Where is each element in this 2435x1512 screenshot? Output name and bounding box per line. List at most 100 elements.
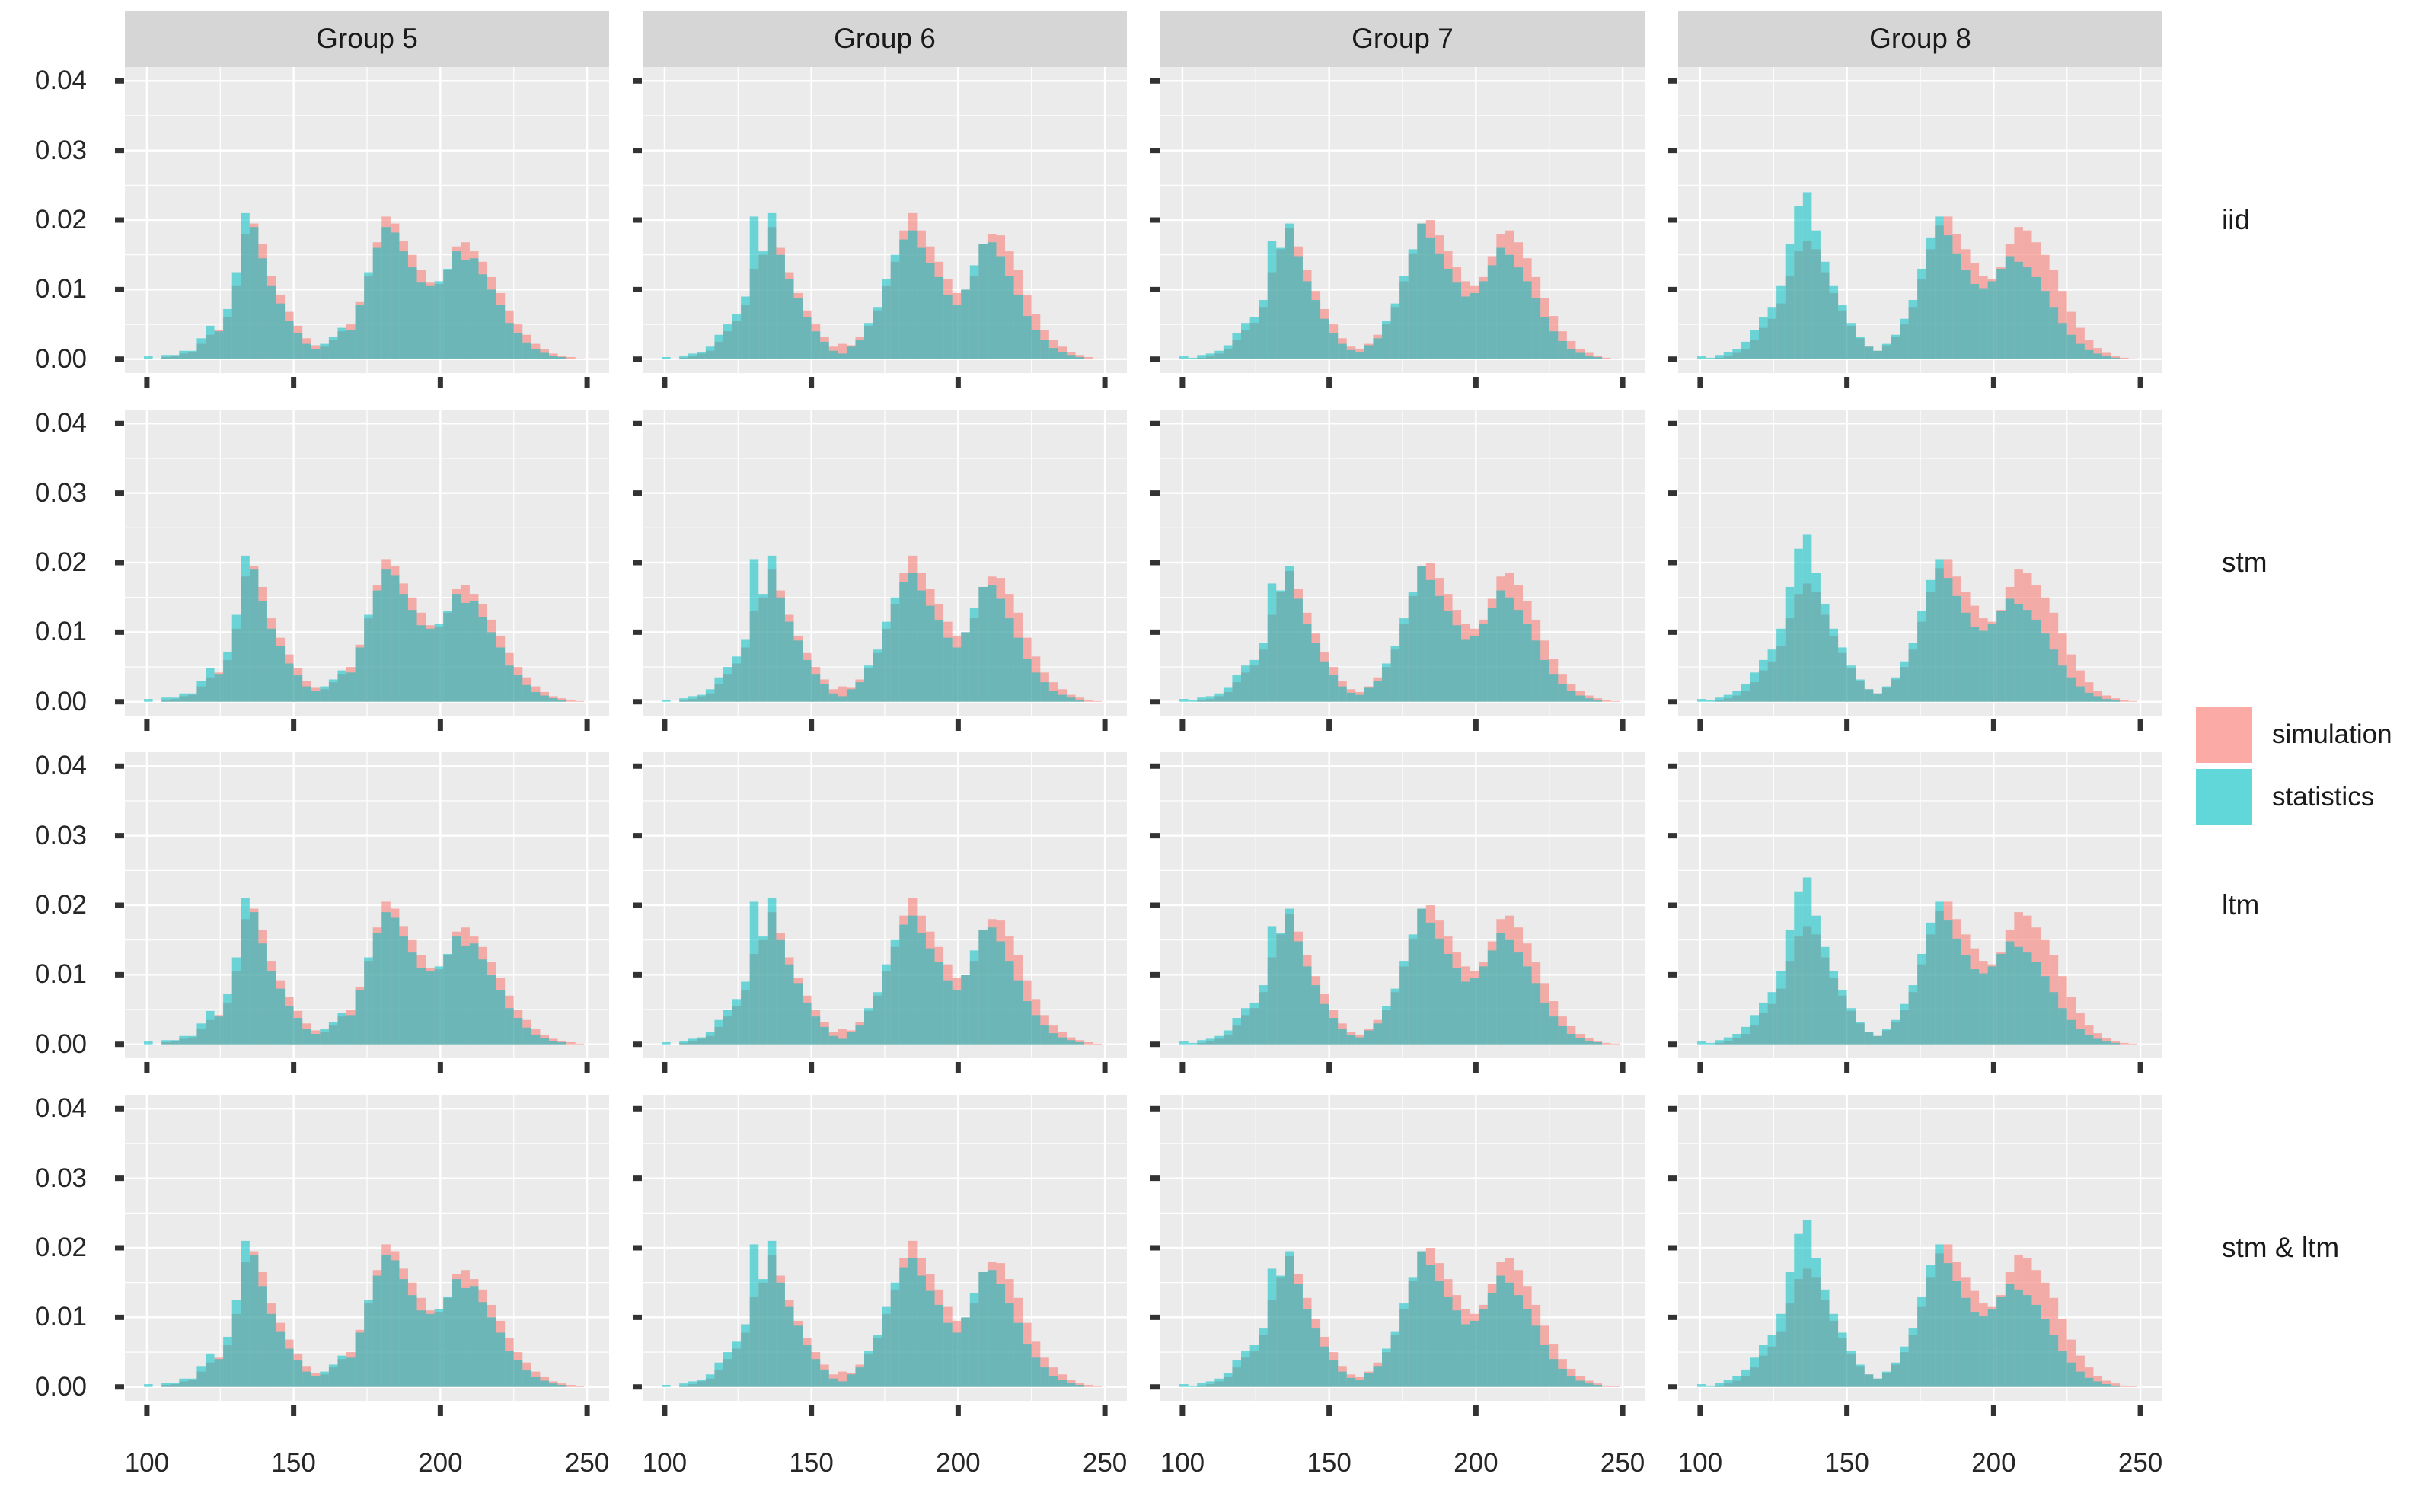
x-axis-label: 100 bbox=[642, 1448, 688, 1478]
statistics-bars bbox=[1697, 1220, 2121, 1387]
x-axis-labels: 100 150 200 250 bbox=[124, 1437, 610, 1483]
statistics-bars bbox=[662, 898, 1085, 1045]
y-axis-label: 0.00 bbox=[34, 686, 87, 716]
y-axis-label: 0.04 bbox=[34, 1093, 87, 1124]
axis-ticks bbox=[115, 78, 590, 388]
legend-key-simulation bbox=[2196, 707, 2252, 763]
panel-stm-group-7 bbox=[1150, 410, 1645, 731]
x-axis-label: 150 bbox=[1824, 1448, 1869, 1478]
facet-row-label: stm bbox=[2222, 547, 2267, 578]
x-axis-label: 200 bbox=[418, 1448, 463, 1478]
facet-column-strip: Group 6 bbox=[643, 11, 1127, 67]
y-axis-labels: 0.00 0.01 0.02 0.03 0.04 bbox=[9, 751, 91, 1095]
axis-ticks bbox=[115, 420, 590, 731]
y-axis-labels: 0.00 0.01 0.02 0.03 0.04 bbox=[9, 408, 91, 752]
statistics-bars bbox=[1697, 877, 2121, 1045]
facet-column-label: Group 5 bbox=[316, 23, 418, 54]
facet-column-strip: Group 7 bbox=[1160, 11, 1645, 67]
y-axis-label: 0.01 bbox=[34, 959, 87, 990]
legend-label: simulation bbox=[2272, 719, 2392, 749]
y-axis-label: 0.00 bbox=[34, 343, 87, 374]
panel-stm-group-5 bbox=[115, 410, 609, 731]
y-axis-label: 0.04 bbox=[34, 65, 87, 96]
legend: simulation statistics bbox=[2196, 707, 2392, 831]
axis-ticks bbox=[115, 763, 590, 1073]
statistics-bars bbox=[662, 212, 1085, 359]
axis-ticks bbox=[633, 420, 1108, 731]
panel-stm-group-8 bbox=[1668, 410, 2162, 731]
statistics-bars bbox=[1179, 223, 1603, 359]
facet-column-label: Group 8 bbox=[1869, 23, 1971, 54]
y-axis-label: 0.02 bbox=[34, 890, 87, 920]
facet-column-label: Group 7 bbox=[1352, 23, 1454, 54]
axis-ticks bbox=[1668, 1105, 2143, 1416]
legend-item-statistics: statistics bbox=[2196, 769, 2392, 825]
legend-key-statistics bbox=[2196, 769, 2252, 825]
statistics-bars bbox=[144, 212, 567, 359]
y-axis-label: 0.03 bbox=[34, 135, 87, 165]
gridlines bbox=[643, 752, 1127, 1058]
panel-ltm-group-6 bbox=[633, 752, 1127, 1073]
y-axis-label: 0.02 bbox=[34, 547, 87, 577]
axis-ticks bbox=[1150, 420, 1626, 731]
statistics-bars bbox=[144, 1240, 567, 1387]
x-axis-label: 200 bbox=[1454, 1448, 1498, 1478]
axis-ticks bbox=[1150, 78, 1626, 388]
y-axis-label: 0.01 bbox=[34, 617, 87, 647]
axis-ticks bbox=[633, 78, 1108, 388]
panel-stm---ltm-group-7 bbox=[1150, 1095, 1645, 1416]
y-axis-label: 0.02 bbox=[34, 1233, 87, 1262]
statistics-bars bbox=[144, 555, 567, 702]
x-axis-label: 250 bbox=[564, 1448, 610, 1478]
y-axis-labels: 0.00 0.01 0.02 0.03 0.04 bbox=[9, 65, 91, 410]
x-axis-label: 100 bbox=[124, 1448, 170, 1478]
facet-row-label: iid bbox=[2222, 204, 2251, 235]
y-axis-label: 0.02 bbox=[34, 205, 87, 234]
statistics-bars bbox=[1697, 534, 2121, 702]
legend-item-simulation: simulation bbox=[2196, 707, 2392, 763]
statistics-bars bbox=[1179, 1251, 1603, 1387]
panel-ltm-group-7 bbox=[1150, 752, 1645, 1073]
y-axis-label: 0.03 bbox=[34, 477, 87, 508]
panel-iid-group-6 bbox=[633, 67, 1127, 388]
x-axis-labels: 100 150 200 250 bbox=[642, 1437, 1128, 1483]
facet-column-label: Group 6 bbox=[834, 23, 936, 54]
statistics-bars bbox=[144, 898, 567, 1045]
legend-label: statistics bbox=[2272, 782, 2375, 812]
x-axis-label: 100 bbox=[1160, 1448, 1205, 1478]
x-axis-label: 250 bbox=[1600, 1448, 1645, 1478]
axis-ticks bbox=[1150, 1105, 1626, 1416]
x-axis-label: 250 bbox=[1082, 1448, 1128, 1478]
axis-ticks bbox=[633, 1105, 1108, 1416]
panel-iid-group-5 bbox=[115, 67, 609, 388]
y-axis-label: 0.03 bbox=[34, 820, 87, 850]
statistics-bars bbox=[1179, 908, 1603, 1045]
y-axis-label: 0.01 bbox=[34, 274, 87, 305]
y-axis-label: 0.00 bbox=[34, 1029, 87, 1059]
panel-ltm-group-5 bbox=[115, 752, 609, 1073]
panel-stm---ltm-group-8 bbox=[1668, 1095, 2162, 1416]
x-axis-label: 150 bbox=[789, 1448, 834, 1478]
statistics-bars bbox=[662, 555, 1085, 702]
y-axis-label: 0.04 bbox=[34, 408, 87, 439]
statistics-bars bbox=[1697, 192, 2121, 359]
axis-ticks bbox=[1668, 78, 2143, 388]
x-axis-label: 200 bbox=[936, 1448, 981, 1478]
facet-grid: Group 5 Group 6 Group 7 Group 8 0.00 0.01 0.02… bbox=[9, 11, 2424, 1483]
y-axis-label: 0.00 bbox=[34, 1371, 87, 1402]
y-axis-label: 0.01 bbox=[34, 1302, 87, 1332]
axis-ticks bbox=[115, 1105, 590, 1416]
x-axis-label: 100 bbox=[1677, 1448, 1723, 1478]
facet-row-label: ltm bbox=[2222, 889, 2260, 920]
panel-stm---ltm-group-6 bbox=[633, 1095, 1127, 1416]
x-axis-labels: 100 150 200 250 bbox=[1160, 1437, 1645, 1483]
y-axis-labels: 0.00 0.01 0.02 0.03 0.04 bbox=[9, 1093, 91, 1437]
gridlines bbox=[643, 67, 1127, 373]
panel-stm-group-6 bbox=[633, 410, 1127, 731]
x-axis-label: 200 bbox=[1971, 1448, 2016, 1478]
y-axis-label: 0.03 bbox=[34, 1163, 87, 1193]
statistics-bars bbox=[662, 1240, 1085, 1387]
statistics-bars bbox=[1179, 566, 1603, 702]
panel-iid-group-8 bbox=[1668, 67, 2162, 388]
